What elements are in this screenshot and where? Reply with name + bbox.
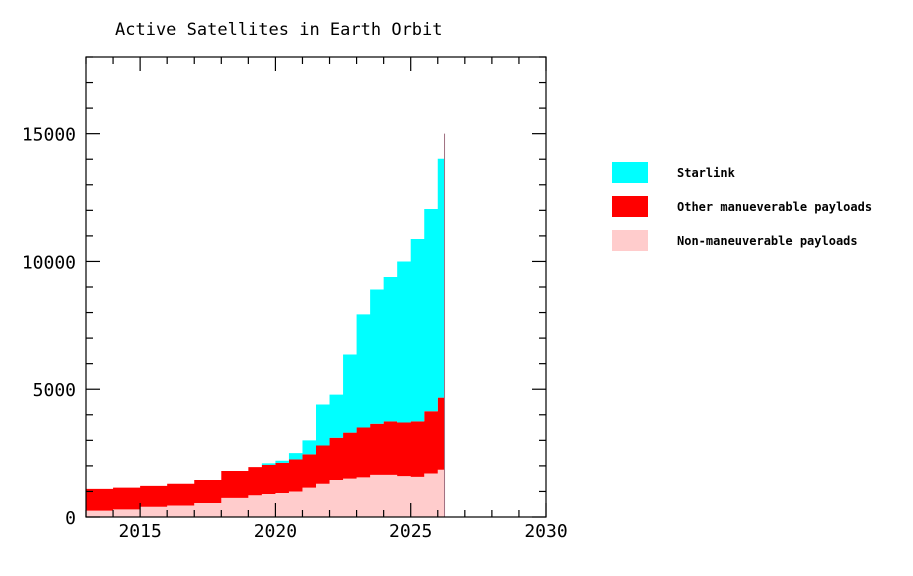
area-other-manueverable-payloads <box>86 389 445 511</box>
legend-label: Other manueverable payloads <box>677 200 872 214</box>
legend-swatch <box>612 196 648 217</box>
x-tick-label: 2030 <box>524 521 567 542</box>
legend-label: Starlink <box>677 166 736 180</box>
legend-label: Non-maneuverable payloads <box>677 234 858 248</box>
x-tick-label: 2025 <box>389 521 432 542</box>
area-non-maneuverable-payloads <box>86 467 445 517</box>
legend-swatch <box>612 162 648 183</box>
chart-title: Active Satellites in Earth Orbit <box>115 20 443 40</box>
axes: 0 5000 10000 15000 2015 2020 2025 2030 <box>22 56 568 542</box>
x-tick-label: 2020 <box>254 521 297 542</box>
area-starlink <box>86 133 445 489</box>
y-tick-label: 5000 <box>33 380 76 401</box>
legend-swatch <box>612 230 648 251</box>
y-tick-label: 10000 <box>22 252 76 273</box>
y-tick-label: 0 <box>65 508 76 529</box>
x-tick-label: 2015 <box>118 521 161 542</box>
legend: Starlink Other manueverable payloads Non-m… <box>612 162 872 251</box>
y-tick-label: 15000 <box>22 125 76 146</box>
areas <box>86 133 446 517</box>
